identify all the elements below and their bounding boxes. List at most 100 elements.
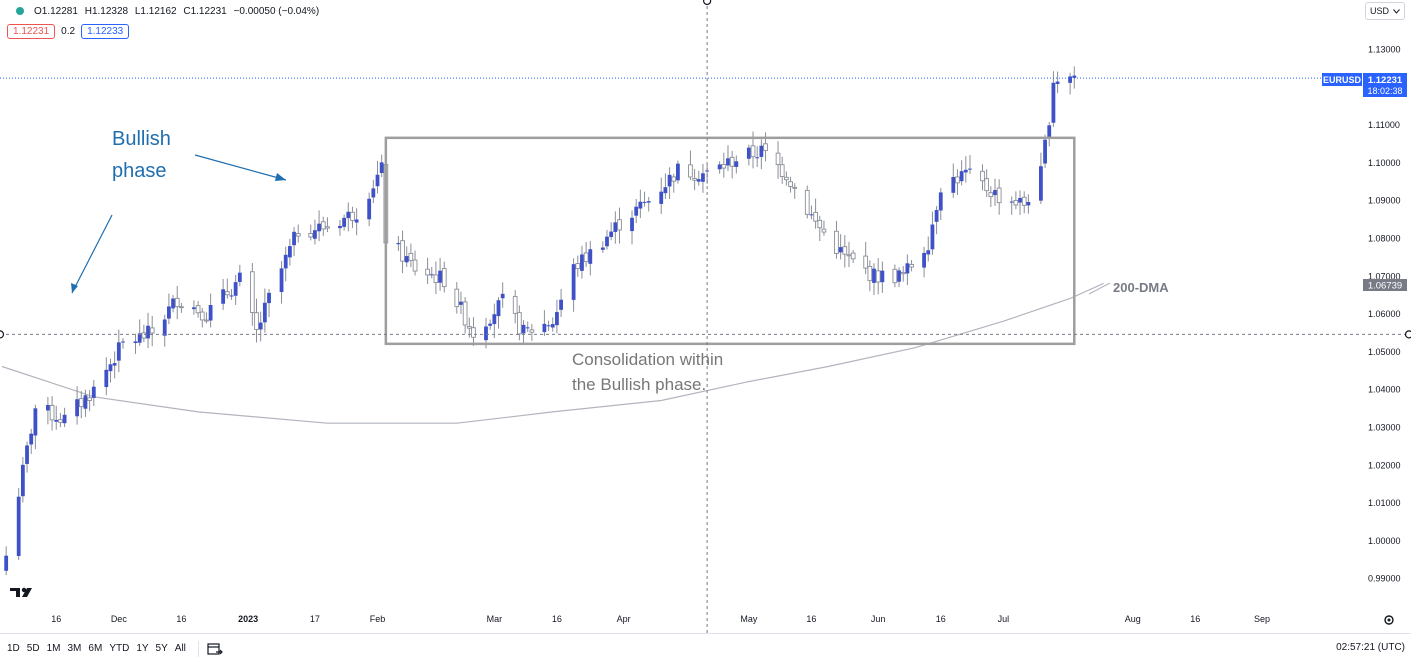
candle-up (634, 207, 638, 216)
candle-up (117, 342, 121, 360)
time-tick-label: Aug (1125, 614, 1141, 624)
bottom-toolbar: 1D 5D 1M 3M 6M YTD 1Y 5Y All 02:57:21 (UTC) (0, 633, 1411, 663)
candle-down (730, 157, 734, 166)
candle-up (939, 192, 943, 210)
time-tick-label: 16 (552, 614, 562, 624)
candle-up (810, 214, 814, 215)
candle-down (351, 212, 355, 220)
price-tick-label: 1.02000 (1368, 460, 1401, 470)
price-tick-label: 1.08000 (1368, 234, 1401, 244)
selection-handle-icon (704, 0, 711, 5)
price-tick-label: 1.04000 (1368, 385, 1401, 395)
symbol-tag-label: EURUSD (1323, 75, 1362, 85)
range-button-5y[interactable]: 5Y (156, 643, 168, 654)
candle-down (847, 255, 851, 256)
bullish-label-line2: phase (112, 160, 167, 182)
time-tick-label: Apr (617, 614, 631, 624)
candle-up (1056, 82, 1060, 84)
candle-down (985, 179, 989, 191)
candle-down (200, 312, 204, 320)
candle-up (405, 256, 409, 262)
candle-down (296, 234, 300, 237)
range-button-6m[interactable]: 6M (88, 643, 102, 654)
candle-up (134, 341, 138, 343)
candle-up (167, 306, 171, 318)
range-button-1d[interactable]: 1D (7, 643, 20, 654)
range-button-3m[interactable]: 3M (68, 643, 82, 654)
consolidation-label-line1: Consolidation within (572, 350, 723, 369)
candle-up (92, 387, 96, 398)
candle-up (1072, 76, 1076, 78)
candle-down (513, 297, 517, 314)
candle-up (280, 268, 284, 292)
candle-up (968, 169, 972, 170)
candle-down (196, 306, 200, 313)
gear-icon[interactable] (1385, 616, 1393, 624)
utc-clock[interactable]: 02:57:21 (UTC) (1336, 642, 1405, 653)
candle-up (676, 164, 680, 181)
candle-up (209, 305, 213, 321)
time-tick-label: May (740, 614, 758, 624)
candle-down (851, 253, 855, 259)
dma-price-label: 1.06739 (1368, 281, 1402, 292)
dma-label: 200-DMA (1113, 280, 1169, 295)
candle-up (1043, 140, 1047, 164)
candle-up (747, 148, 751, 159)
candle-up (104, 370, 108, 387)
candle-down (576, 264, 580, 269)
candle-down (776, 153, 780, 164)
range-button-all[interactable]: All (175, 643, 186, 654)
candle-up (63, 415, 67, 423)
candle-up (964, 170, 968, 173)
candle-up (25, 445, 29, 464)
candle-up (638, 202, 642, 209)
candle-up (543, 324, 547, 332)
time-tick-label: Feb (370, 614, 386, 624)
candle-down (79, 399, 83, 407)
time-tick-label: 16 (1190, 614, 1200, 624)
candle-up (54, 420, 58, 422)
dma-price-tag: 1.06739 (1363, 279, 1407, 292)
candle-up (113, 363, 117, 366)
range-button-5d[interactable]: 5D (27, 643, 40, 654)
annotations: Bullish phase Consolidation within the B… (71, 128, 1169, 394)
candle-up (430, 274, 434, 275)
candle-up (897, 270, 901, 281)
candle-up (29, 434, 33, 445)
candle-down (793, 187, 797, 188)
candle-down (997, 188, 1001, 203)
time-tick-label: Mar (487, 614, 503, 624)
candle-down (530, 330, 534, 332)
calendar-range-icon[interactable] (207, 642, 223, 656)
range-button-1y[interactable]: 1Y (136, 643, 148, 654)
candle-down (225, 292, 229, 295)
price-axis[interactable]: 1.130001.110001.100001.090001.080001.070… (1368, 45, 1401, 584)
candle-up (46, 405, 50, 410)
candle-up (993, 190, 997, 195)
candle-down (805, 190, 809, 214)
candle-down (989, 193, 993, 197)
candle-up (376, 175, 380, 186)
consolidation-label-line2: the Bullish phase. (572, 375, 706, 394)
candle-up (755, 157, 759, 158)
candle-down (618, 220, 622, 230)
price-chart[interactable]: 1.130001.110001.100001.090001.080001.070… (0, 0, 1411, 633)
range-button-ytd[interactable]: YTD (109, 643, 129, 654)
candle-up (313, 230, 317, 239)
candle-up (668, 175, 672, 187)
candle-down (876, 271, 880, 282)
candle-up (1010, 202, 1014, 203)
candle-up (697, 179, 701, 181)
candle-down (455, 289, 459, 306)
candle-down (180, 307, 184, 308)
candle-down (981, 171, 985, 180)
candle-down (584, 253, 588, 262)
time-tick-label: Jul (998, 614, 1010, 624)
candle-up (109, 364, 113, 371)
candle-up (4, 556, 8, 571)
range-button-1m[interactable]: 1M (47, 643, 61, 654)
candle-up (643, 202, 647, 203)
time-tick-label: 2023 (238, 614, 258, 624)
candle-up (501, 294, 505, 298)
